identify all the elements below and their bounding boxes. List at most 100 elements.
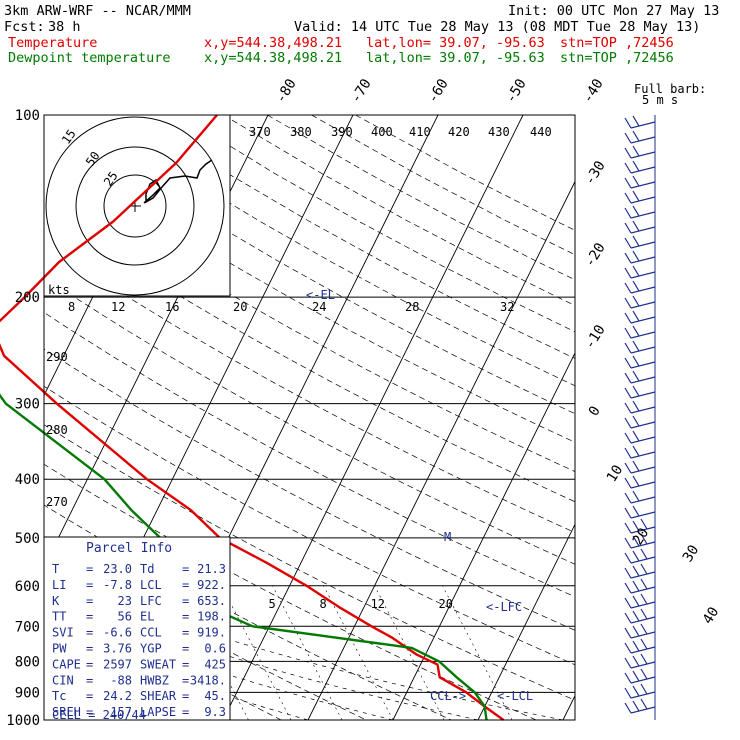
wind-barb-flag (632, 310, 640, 322)
hodo-speed-label: 32 (500, 300, 514, 314)
isotherm-label: 20 (630, 525, 653, 548)
wind-barb (624, 505, 656, 519)
wind-barb-shaft (630, 616, 656, 624)
wind-barb-shaft (630, 526, 656, 534)
wind-barb-flag (632, 625, 640, 637)
theta-label: 270 (46, 495, 68, 509)
wind-barb (624, 310, 656, 324)
wind-barb (624, 445, 656, 459)
parcel-eq: = (86, 594, 93, 608)
wind-barb-flag (640, 623, 648, 635)
hodo-speed-label: 8 (68, 300, 75, 314)
legend-dewpoint: Dewpoint temperature (8, 50, 171, 66)
wind-barb (624, 295, 656, 309)
wind-barb (624, 250, 656, 264)
parcel-field-name: LAPSE (140, 705, 176, 719)
parcel-field-name: SWEAT (140, 657, 176, 671)
wind-barb-flag (632, 205, 640, 217)
wind-barb-flag (640, 518, 648, 530)
hodograph-kts-label: kts (48, 283, 70, 297)
parcel-field-name: Td (140, 562, 154, 576)
wind-barb-shaft (630, 391, 656, 399)
wind-barb-flag (632, 325, 640, 337)
wind-barb-flag (632, 505, 640, 517)
hodograph-ring-label: 25 (101, 169, 121, 189)
legend-temperature: Temperature (8, 35, 97, 51)
dry-adiabat (47, 115, 575, 415)
parcel-field-value: 24.2 (103, 689, 132, 703)
dry-adiabat (91, 115, 575, 387)
pressure-tick-label: 900 (15, 685, 40, 701)
level-annotation: <-EL (306, 288, 335, 302)
wind-barb (624, 593, 656, 609)
wind-barb-flag (624, 447, 632, 459)
dry-adiabat (179, 115, 575, 333)
dewpoint-line (0, 393, 488, 721)
parcel-field-value: 425 (204, 657, 226, 671)
hodo-speed-label: 20 (233, 300, 247, 314)
wind-barb-flag (640, 608, 648, 620)
parcel-field-name: LFC (140, 594, 162, 608)
wind-barb (624, 220, 656, 234)
wind-barb-shaft (630, 421, 656, 429)
parcel-field-value: 919. (197, 626, 226, 640)
pressure-tick-label: 300 (15, 397, 40, 413)
theta-label: 440 (530, 125, 552, 139)
wind-barb-flag (632, 580, 640, 592)
wind-barb-flag (632, 400, 640, 412)
wind-barb-flag (624, 267, 632, 279)
wind-barb-shaft (630, 481, 656, 489)
mixing-ratio-line (178, 585, 249, 720)
parcel-eq: = (86, 578, 93, 592)
dry-adiabat (267, 115, 575, 281)
hodo-speed-label: 12 (111, 300, 125, 314)
wind-barb-shaft (630, 556, 656, 564)
parcel-field-name: PW (52, 642, 67, 656)
wind-barb-flag (632, 415, 640, 427)
wind-barb-shaft (630, 661, 656, 669)
parcel-field-value: 9.3 (204, 705, 226, 719)
wind-barb (624, 160, 656, 174)
parcel-eq: = (182, 689, 189, 703)
parcel-field-value: 2597 (103, 657, 132, 671)
parcel-eq: = (86, 610, 93, 624)
parcel-eq: = (86, 673, 93, 687)
parcel-info-frame (43, 536, 231, 721)
parcel-field-value: 3.76 (103, 642, 132, 656)
wind-barb-shaft (630, 571, 656, 579)
hodograph-ring (103, 174, 167, 238)
wind-barb-flag (632, 145, 640, 157)
isotherm-label: -50 (503, 76, 530, 106)
wind-barb-flag (632, 445, 640, 457)
parcel-field-value: -7.8 (103, 578, 132, 592)
wind-barb-flag (624, 702, 632, 714)
parcel-field-name: LI (52, 578, 66, 592)
barb-legend-unit: 5 m s (642, 93, 678, 107)
wind-barb-flag (624, 522, 632, 534)
wind-barb-flag (624, 222, 632, 234)
wind-barb-flag (624, 612, 632, 624)
wind-barb-flag (632, 475, 640, 487)
wind-barb (624, 145, 656, 159)
dry-adiabat (44, 424, 575, 701)
wind-barb-flag (624, 237, 632, 249)
wind-barb-flag (624, 207, 632, 219)
wind-barb (624, 265, 656, 279)
wind-barb (624, 430, 656, 444)
wind-barb-flag (624, 627, 632, 639)
dry-adiabat (355, 115, 575, 231)
wind-barb-flag (624, 552, 632, 564)
legend-dew-stn: stn=TOP ,72456 (560, 50, 674, 66)
wind-barb-flag (624, 582, 632, 594)
theta-label: 290 (46, 350, 68, 364)
parcel-field-value: 23.0 (103, 562, 132, 576)
wind-barb-shaft (630, 226, 656, 234)
isotherm-line (392, 351, 575, 720)
wind-barb (624, 415, 656, 429)
wind-barbs (624, 115, 656, 720)
dry-adiabat (44, 143, 575, 443)
parcel-field-name: Tc (52, 689, 66, 703)
level-annotation: M (444, 530, 451, 544)
wind-barb-flag (632, 175, 640, 187)
